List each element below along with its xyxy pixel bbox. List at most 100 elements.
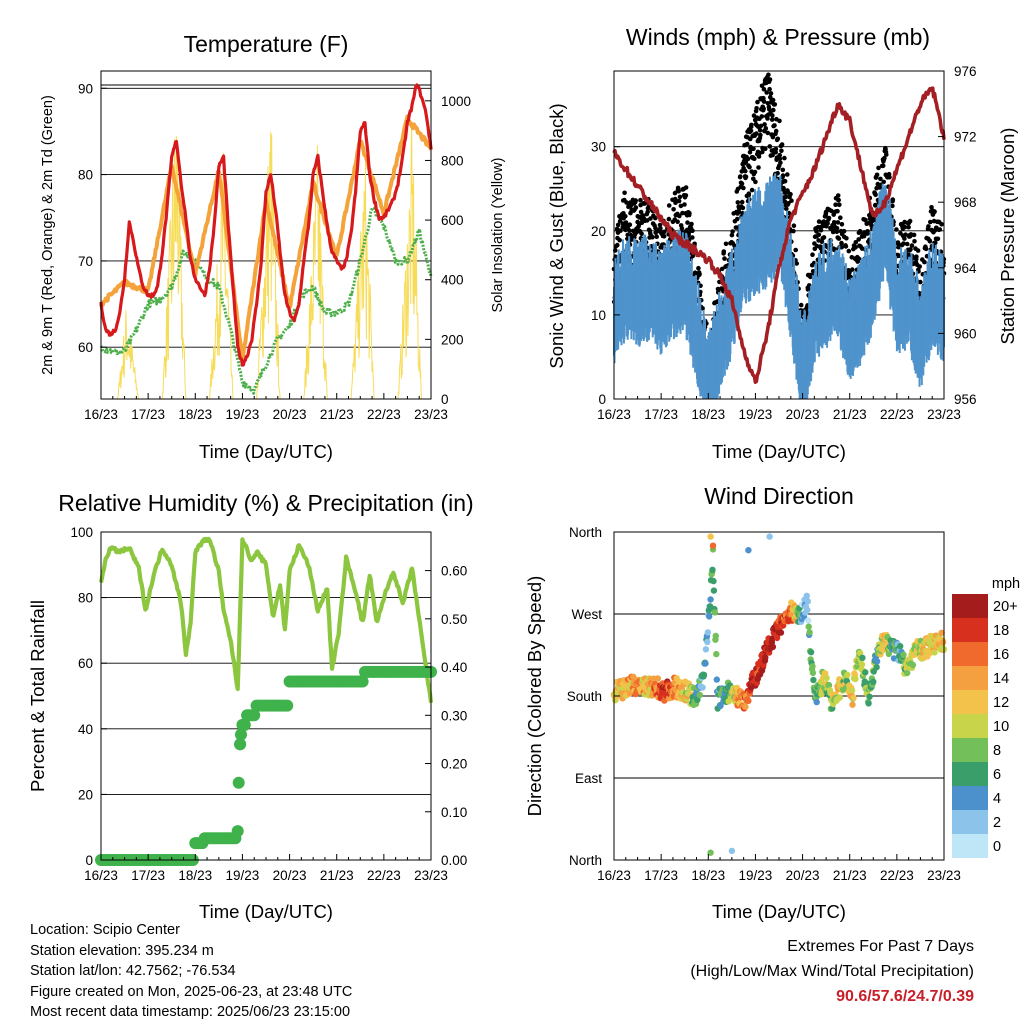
gust-point <box>645 209 650 215</box>
gust-point <box>766 72 771 78</box>
colorbar-swatch <box>952 810 988 834</box>
gust-point <box>671 207 676 212</box>
gust-point <box>810 252 815 257</box>
direction-point <box>700 671 708 679</box>
gust-point <box>939 222 944 227</box>
direction-point <box>909 661 917 669</box>
gust-point <box>786 201 791 206</box>
gust-point <box>697 272 702 277</box>
temperature-y-label: 2m & 9m T (Red, Orange) & 2m Td (Green) <box>40 95 56 375</box>
gust-point <box>638 197 643 203</box>
y-tick-label-right: 968 <box>954 195 977 210</box>
rainfall-point <box>248 709 261 722</box>
direction-point <box>870 678 877 685</box>
gust-point <box>780 173 786 178</box>
figure-created: Figure created on Mon, 2025-06-23, at 23… <box>30 983 353 1000</box>
gust-point <box>666 203 672 208</box>
gust-point <box>821 235 827 240</box>
x-tick-label: 23/23 <box>927 868 961 883</box>
extremes-values: 90.6/57.6/24.7/0.39 <box>836 988 974 1005</box>
y-tick-label-right: 964 <box>954 261 977 276</box>
gust-point <box>676 198 682 204</box>
direction-point <box>810 676 817 684</box>
direction-point <box>904 669 911 677</box>
direction-point <box>699 684 706 691</box>
y-tick-label-right: 0.30 <box>441 708 467 723</box>
gust-point <box>650 234 655 240</box>
direction-point <box>707 849 714 856</box>
gust-point <box>763 146 768 152</box>
gust-point <box>928 219 933 225</box>
gust-point <box>745 156 751 162</box>
direction-point <box>807 649 815 656</box>
colorbar-label: 12 <box>993 695 1009 711</box>
y-tick-label-right: 960 <box>954 326 977 341</box>
colorbar-swatch <box>952 786 988 810</box>
gust-point <box>765 116 770 121</box>
gust-point <box>756 154 762 159</box>
gust-point <box>833 202 838 207</box>
direction-point <box>852 675 859 683</box>
gust-point <box>696 265 701 271</box>
gust-point <box>906 252 911 257</box>
gust-point <box>690 228 695 234</box>
gust-point <box>760 149 765 155</box>
gust-point <box>770 134 776 140</box>
direction-point <box>806 629 813 636</box>
direction-point <box>707 596 714 603</box>
rainfall-series <box>95 665 437 866</box>
direction-point <box>939 639 947 646</box>
gust-point <box>683 193 689 198</box>
gust-point <box>627 222 633 227</box>
gust-point <box>821 219 827 224</box>
y-tick-label-right: 400 <box>441 273 464 288</box>
gust-point <box>904 241 910 247</box>
y-tick-label: 20 <box>78 787 93 802</box>
gust-point <box>756 165 761 170</box>
x-tick-label: 22/23 <box>880 407 914 422</box>
colorbar-swatch <box>952 690 988 714</box>
gust-point <box>672 190 678 196</box>
gust-point <box>844 236 849 241</box>
rainfall-point <box>235 728 247 741</box>
gust-point <box>782 178 788 184</box>
direction-point <box>873 664 880 671</box>
gust-point <box>735 216 740 222</box>
y-tick-label: North <box>569 853 602 868</box>
gust-point <box>753 179 758 185</box>
gust-point <box>761 86 767 92</box>
y-tick-label-right: 0.00 <box>441 853 467 868</box>
pressure-line <box>612 86 946 384</box>
direction-point <box>804 598 811 605</box>
gust-point <box>739 181 745 186</box>
gust-point <box>903 232 908 237</box>
gust-point <box>748 128 754 133</box>
temp-2m-line <box>99 83 433 367</box>
direction-panel: Wind Direction North East South West North 1… <box>524 483 1020 922</box>
gust-point <box>865 229 870 234</box>
x-tick-label: 22/23 <box>367 407 401 422</box>
y-tick-label: 20 <box>591 224 606 239</box>
y-tick-label: 100 <box>70 525 93 540</box>
gust-point <box>922 259 927 265</box>
gust-point <box>937 227 943 232</box>
y-tick-label-right: 0.40 <box>441 660 467 675</box>
winds-y-label: Sonic Wind & Gust (Blue, Black) <box>546 103 567 368</box>
direction-x-ticks: 16/23 17/23 18/23 19/23 20/23 21/23 22/23 23/23 <box>597 854 961 883</box>
x-tick-label: 19/23 <box>226 868 260 883</box>
direction-point <box>694 696 701 703</box>
colorbar-label: 8 <box>993 743 1001 759</box>
gust-point <box>835 208 840 214</box>
gust-point <box>763 126 769 131</box>
gust-point <box>881 179 886 185</box>
x-tick-label: 19/23 <box>739 868 773 883</box>
gust-point <box>679 226 685 231</box>
direction-point <box>704 638 711 646</box>
speed-colorbar: 20+ 18 16 14 12 10 8 6 4 2 0 <box>952 594 1018 858</box>
gust-point <box>785 172 790 177</box>
humidity-left-ticks: 0 20 40 60 80 100 <box>70 525 107 868</box>
gust-point <box>770 152 775 158</box>
y-tick-label: 80 <box>78 591 93 606</box>
gust-point <box>685 220 690 225</box>
